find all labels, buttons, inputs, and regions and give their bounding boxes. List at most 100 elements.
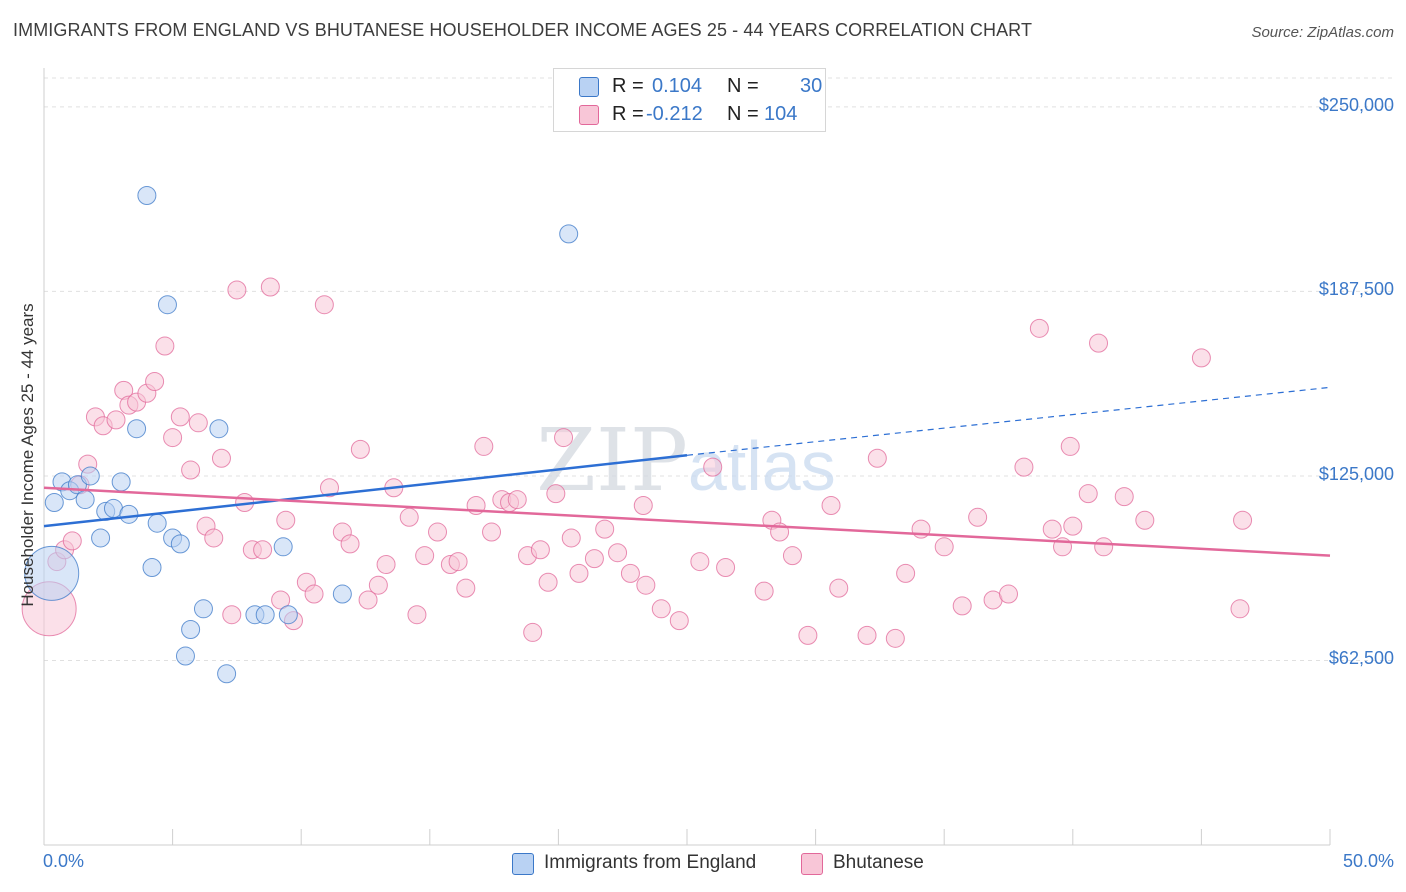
bhutanese-point	[1094, 537, 1114, 557]
bhutanese-point	[821, 495, 841, 515]
bhutanese-point	[155, 336, 175, 356]
r-label: R =	[612, 75, 644, 97]
chart-title: IMMIGRANTS FROM ENGLAND VS BHUTANESE HOU…	[13, 20, 1033, 40]
bhutanese-point	[181, 460, 201, 480]
legend-england: Immigrants from England	[544, 852, 757, 873]
bhutanese-point	[271, 590, 291, 610]
bhutanese-point	[1078, 484, 1098, 504]
england-point	[75, 490, 95, 510]
bhutanese-point	[62, 531, 82, 551]
bhutanese-trend-line	[43, 486, 1331, 557]
bhutanese-point	[934, 537, 954, 557]
bhutanese-point	[1029, 318, 1049, 338]
bhutanese-point	[456, 578, 476, 598]
england-point	[137, 185, 157, 205]
bhutanese-point	[538, 572, 558, 592]
england-point	[44, 493, 64, 513]
bhutanese-point	[896, 563, 916, 583]
bhutanese-point	[428, 522, 448, 542]
r-value: 0.104	[652, 75, 703, 97]
y-tick-label: $250,000	[1318, 94, 1394, 115]
bhutanese-point	[350, 439, 370, 459]
bhutanese-point	[1042, 519, 1062, 539]
bhutanese-point	[798, 625, 818, 645]
bhutanese-point	[999, 584, 1018, 604]
legend-england-swatch-icon	[512, 853, 534, 875]
bhutanese-point	[782, 546, 802, 566]
england-trend-line	[43, 454, 688, 528]
england-point	[255, 605, 275, 625]
r-value: -0.212	[646, 103, 703, 125]
bhutanese-point	[857, 625, 877, 645]
england-point	[91, 528, 111, 548]
bhutanese-point	[867, 448, 887, 468]
bhutanese-point	[554, 428, 574, 448]
correlation-stats-box: R = 0.104 N = 30 R = -0.212 N = 104	[553, 68, 826, 132]
bhutanese-point	[561, 528, 581, 548]
n-value: 30	[800, 75, 823, 97]
england-point	[119, 504, 139, 524]
bhutanese-point	[253, 540, 273, 560]
bhutanese-point	[1135, 510, 1155, 530]
bhutanese-swatch-icon	[579, 105, 599, 125]
bhutanese-point	[636, 575, 656, 595]
england-point	[127, 419, 147, 439]
bhutanese-point	[163, 428, 183, 448]
bhutanese-point	[376, 555, 396, 575]
bhutanese-point	[227, 280, 247, 300]
axes	[43, 68, 1331, 846]
x-tick-label-max: 50.0%	[1342, 851, 1394, 871]
bhutanese-point	[1014, 457, 1034, 477]
england-swatch-icon	[579, 77, 599, 97]
bhutanese-point	[716, 557, 736, 577]
england-point	[217, 664, 237, 684]
bhutanese-point	[314, 295, 334, 315]
bhutanese-point	[530, 540, 550, 560]
bhutanese-point	[651, 599, 671, 619]
bhutanese-point	[304, 584, 324, 604]
bhutanese-point	[260, 277, 280, 297]
stats-row-england: R = 0.104 N = 30	[554, 73, 825, 101]
england-point	[142, 557, 162, 577]
bhutanese-point	[633, 495, 653, 515]
bhutanese-point	[595, 519, 615, 539]
bhutanese-point	[448, 552, 468, 572]
bhutanese-point	[204, 528, 224, 548]
bhutanese-point	[584, 549, 604, 569]
bhutanese-point	[523, 622, 543, 642]
bhutanese-point	[507, 490, 527, 510]
england-point	[175, 646, 195, 666]
bhutanese-point	[1060, 436, 1080, 456]
y-axis-label: Householder Income Ages 25 - 44 years	[18, 303, 37, 607]
bhutanese-point	[340, 534, 360, 554]
n-value: 104	[764, 103, 798, 125]
bhutanese-point	[669, 611, 689, 631]
england-trend-extension	[686, 386, 1331, 456]
bhutanese-point	[754, 581, 774, 601]
bhutanese-point	[1233, 510, 1253, 530]
stats-row-bhutanese: R = -0.212 N = 104	[554, 101, 825, 129]
bhutanese-point	[319, 478, 339, 498]
england-point	[111, 472, 131, 492]
bhutanese-point	[222, 605, 242, 625]
x-tick-label-min: 0.0%	[43, 851, 85, 871]
bhutanese-point	[368, 575, 388, 595]
bhutanese-point	[211, 448, 231, 468]
bhutanese-point	[608, 543, 628, 563]
legend-bhutanese: Bhutanese	[833, 852, 924, 873]
england-point	[170, 534, 190, 554]
bhutanese-point	[1089, 333, 1109, 353]
bhutanese-point	[620, 563, 640, 583]
bhutanese-point	[407, 605, 427, 625]
y-tick-label: $125,000	[1318, 463, 1394, 484]
england-point	[193, 599, 213, 619]
bhutanese-point	[1114, 487, 1134, 507]
bhutanese-point	[415, 546, 435, 566]
bhutanese-points	[21, 277, 1253, 648]
bhutanese-point	[145, 371, 165, 391]
england-point	[559, 224, 579, 244]
n-label: N =	[727, 75, 759, 97]
england-point	[332, 584, 352, 604]
bhutanese-point	[188, 413, 208, 433]
england-point	[181, 619, 201, 639]
